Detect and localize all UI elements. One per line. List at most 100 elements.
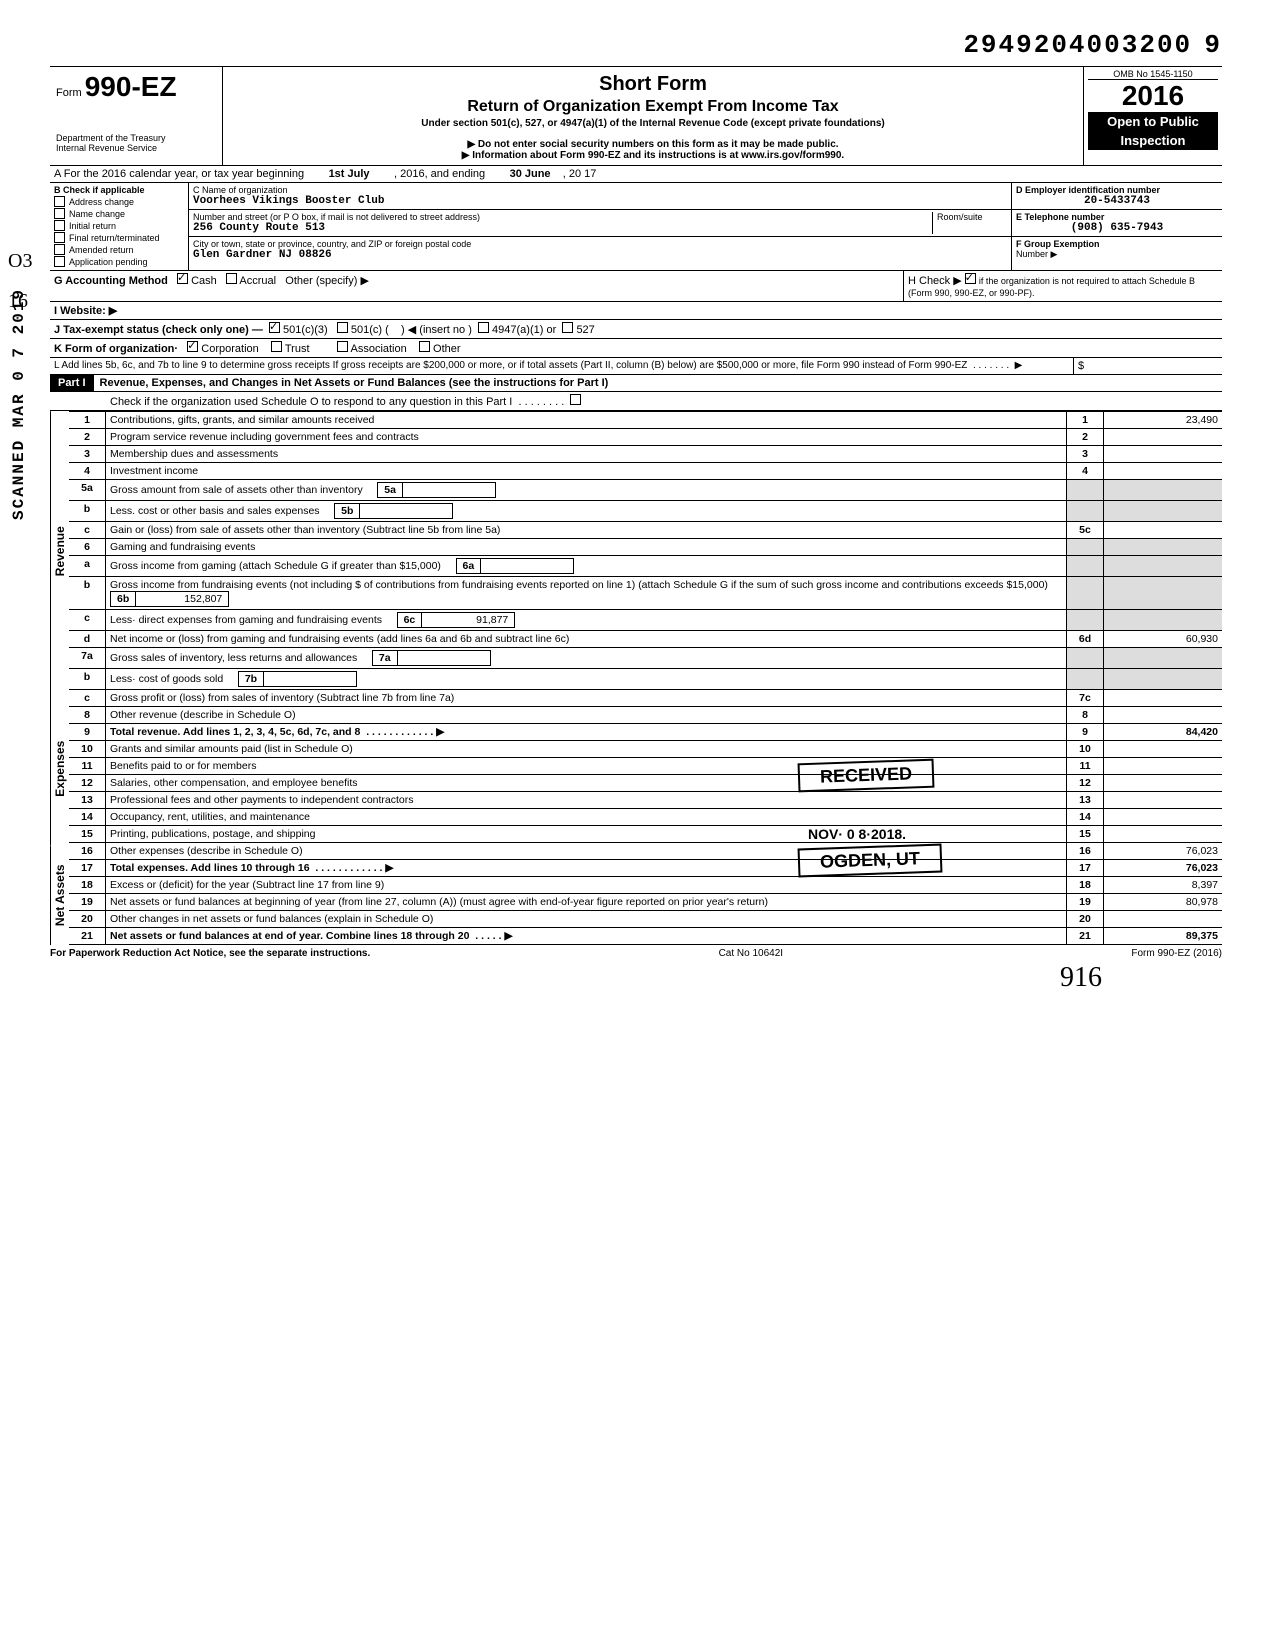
c-label: C Name of organization (193, 185, 1007, 195)
line-a-end: 30 June (510, 168, 551, 180)
street: 256 County Route 513 (193, 222, 932, 234)
chk-no-schedule-b[interactable] (965, 273, 976, 284)
lbl-corp: Corporation (201, 343, 258, 355)
row-2-num: 2 (69, 429, 106, 446)
row-6a-amt (1104, 556, 1223, 577)
f-label2: Number ▶ (1016, 249, 1218, 260)
chk-address-change[interactable] (54, 196, 65, 207)
row-6b-amt (1104, 577, 1223, 610)
lbl-assoc: Association (350, 343, 406, 355)
chk-schedule-o[interactable] (570, 394, 581, 405)
row-11-amt (1104, 758, 1223, 775)
row-4-box: 4 (1067, 463, 1104, 480)
row-6c-amt (1104, 610, 1223, 631)
row-7a-text: Gross sales of inventory, less returns a… (110, 652, 357, 664)
title-main: Return of Organization Exempt From Incom… (231, 98, 1075, 116)
chk-assoc[interactable] (337, 341, 348, 352)
row-2-box: 2 (1067, 429, 1104, 446)
row-6-amt (1104, 539, 1223, 556)
row-9-desc: Total revenue. Add lines 1, 2, 3, 4, 5c,… (106, 724, 1067, 741)
row-20-desc: Other changes in net assets or fund bala… (106, 911, 1067, 928)
chk-501c3[interactable] (269, 322, 280, 333)
row-6c-box (1067, 610, 1104, 631)
row-1-amt: 23,490 (1104, 412, 1223, 429)
addr-label: Number and street (or P O box, if mail i… (193, 212, 932, 222)
row-5a-num: 5a (69, 480, 106, 501)
row-19-num: 19 (69, 894, 106, 911)
chk-527[interactable] (562, 322, 573, 333)
line-a: A For the 2016 calendar year, or tax yea… (50, 166, 1222, 183)
row-21-num: 21 (69, 928, 106, 945)
row-10-num: 10 (69, 741, 106, 758)
row-11-num: 11 (69, 758, 106, 775)
row-6b-num: b (69, 577, 106, 610)
chk-4947[interactable] (478, 322, 489, 333)
footer-left: For Paperwork Reduction Act Notice, see … (50, 948, 370, 959)
row-5a-amt (1104, 480, 1223, 501)
row-1-num: 1 (69, 412, 106, 429)
chk-amended[interactable] (54, 244, 65, 255)
row-5c-desc: Gain or (loss) from sale of assets other… (106, 522, 1067, 539)
lbl-final-return: Final return/terminated (69, 233, 160, 243)
lbl-app-pending: Application pending (69, 257, 148, 267)
chk-other-org[interactable] (419, 341, 430, 352)
chk-cash[interactable] (177, 273, 188, 284)
chk-501c[interactable] (337, 322, 348, 333)
row-16-box: 16 (1067, 843, 1104, 860)
row-5c-box: 5c (1067, 522, 1104, 539)
row-4-num: 4 (69, 463, 106, 480)
row-18-desc: Excess or (deficit) for the year (Subtra… (106, 877, 1067, 894)
row-17-amt: 76,023 (1104, 860, 1223, 877)
row-6d-box: 6d (1067, 631, 1104, 648)
row-6b-box (1067, 577, 1104, 610)
row-12-box: 12 (1067, 775, 1104, 792)
row-6c-num: c (69, 610, 106, 631)
row-7b-amt (1104, 669, 1223, 690)
row-8-num: 8 (69, 707, 106, 724)
chk-trust[interactable] (271, 341, 282, 352)
row-7b-text: Less· cost of goods sold (110, 673, 223, 685)
dept-label: Department of the Treasury (56, 133, 216, 143)
row-10-box: 10 (1067, 741, 1104, 758)
chk-accrual[interactable] (226, 273, 237, 284)
form-number: 990-EZ (85, 71, 177, 102)
phone: (908) 635-7943 (1016, 222, 1218, 234)
row-6a-box (1067, 556, 1104, 577)
row-17-num: 17 (69, 860, 106, 877)
row-7b-ival (264, 672, 356, 686)
hand-916: 916 (1060, 962, 1102, 993)
row-1-desc: Contributions, gifts, grants, and simila… (106, 412, 1067, 429)
tax-year: 2016 (1088, 80, 1218, 112)
row-5a-box (1067, 480, 1104, 501)
row-12-num: 12 (69, 775, 106, 792)
row-2-desc: Program service revenue including govern… (106, 429, 1067, 446)
row-6d-amt: 60,930 (1104, 631, 1223, 648)
row-16-amt: 76,023 (1104, 843, 1223, 860)
f-label: F Group Exemption (1016, 239, 1218, 249)
row-7c-amt (1104, 690, 1223, 707)
row-21-text: Net assets or fund balances at end of ye… (110, 930, 469, 942)
row-17-box: 17 (1067, 860, 1104, 877)
lbl-accrual: Accrual (239, 275, 276, 287)
row-5a-text: Gross amount from sale of assets other t… (110, 484, 363, 496)
chk-app-pending[interactable] (54, 256, 65, 267)
lbl-cash: Cash (191, 275, 217, 287)
i-label: I Website: ▶ (54, 305, 117, 317)
lbl-insert-no: ) ◀ (insert no ) (401, 324, 472, 336)
row-20-num: 20 (69, 911, 106, 928)
row-20-amt (1104, 911, 1223, 928)
chk-final-return[interactable] (54, 232, 65, 243)
chk-name-change[interactable] (54, 208, 65, 219)
row-9-box: 9 (1067, 724, 1104, 741)
row-9-amt: 84,420 (1104, 724, 1223, 741)
form-label: Form (56, 87, 82, 99)
row-6d-num: d (69, 631, 106, 648)
city-label: City or town, state or province, country… (193, 239, 1007, 249)
row-8-amt (1104, 707, 1223, 724)
row-18-amt: 8,397 (1104, 877, 1223, 894)
chk-corp[interactable] (187, 341, 198, 352)
row-5b-desc: Less. cost or other basis and sales expe… (106, 501, 1067, 522)
chk-initial-return[interactable] (54, 220, 65, 231)
ein: 20-5433743 (1016, 195, 1218, 207)
note-ssn: ▶ Do not enter social security numbers o… (231, 139, 1075, 150)
